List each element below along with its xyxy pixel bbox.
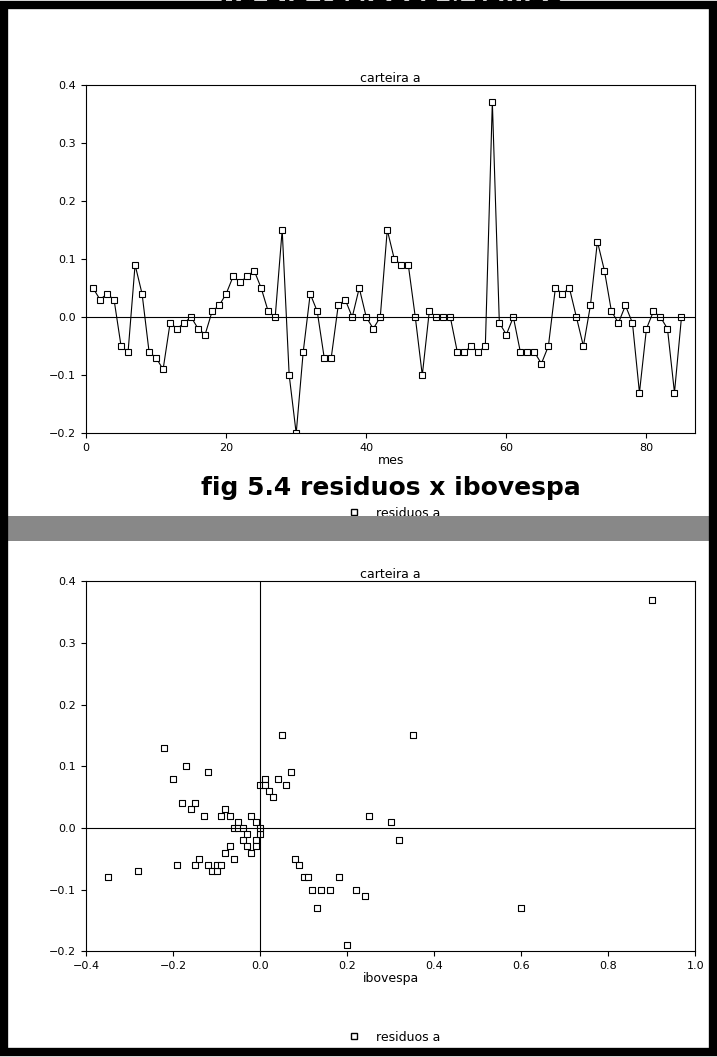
Point <box>294 856 305 873</box>
Point <box>237 819 249 836</box>
Point <box>194 850 205 867</box>
Point <box>202 764 214 781</box>
Title: carteira a: carteira a <box>361 72 421 85</box>
Point <box>219 845 231 861</box>
Point <box>263 782 275 799</box>
Point <box>359 888 371 905</box>
Point <box>250 832 262 849</box>
Point <box>407 727 418 744</box>
Point <box>211 856 222 873</box>
Point <box>232 814 244 831</box>
Point <box>158 740 170 757</box>
Point <box>189 795 201 812</box>
Point <box>224 838 235 855</box>
Text: fig 5.4 residuos x ibovespa: fig 5.4 residuos x ibovespa <box>201 476 581 500</box>
Point <box>224 808 235 824</box>
Point <box>185 801 196 818</box>
Point <box>246 808 257 824</box>
Point <box>298 869 310 886</box>
Point <box>198 808 209 824</box>
Point <box>341 937 353 953</box>
Point <box>364 808 375 824</box>
Point <box>311 900 323 916</box>
Point <box>394 832 405 849</box>
Point <box>255 819 266 836</box>
Point <box>181 758 192 775</box>
Point <box>215 856 227 873</box>
Point <box>272 771 283 787</box>
Point <box>276 727 288 744</box>
Point <box>102 869 113 886</box>
Point <box>289 850 300 867</box>
Point <box>385 814 397 831</box>
Point <box>303 869 314 886</box>
Point <box>133 863 144 879</box>
Point <box>176 795 188 812</box>
Text: fig 5.3 residuos x tempo: fig 5.3 residuos x tempo <box>219 0 563 7</box>
Point <box>350 882 361 898</box>
Point <box>250 814 262 831</box>
Point <box>255 826 266 842</box>
Point <box>206 863 218 879</box>
Point <box>255 776 266 793</box>
Point <box>228 850 239 867</box>
Title: carteira a: carteira a <box>361 569 421 581</box>
Point <box>237 832 249 849</box>
Point <box>172 856 184 873</box>
Point <box>228 819 239 836</box>
Point <box>215 808 227 824</box>
X-axis label: ibovespa: ibovespa <box>363 972 419 985</box>
Point <box>267 789 279 805</box>
Point <box>202 856 214 873</box>
Point <box>646 592 657 609</box>
X-axis label: mes: mes <box>378 455 404 467</box>
Point <box>232 819 244 836</box>
Point <box>242 826 253 842</box>
Point <box>333 869 344 886</box>
Point <box>167 771 179 787</box>
Point <box>280 776 292 793</box>
Point <box>285 764 296 781</box>
Point <box>259 771 270 787</box>
Point <box>516 900 527 916</box>
Point <box>242 838 253 855</box>
Point <box>189 856 201 873</box>
Point <box>250 838 262 855</box>
Point <box>259 776 270 793</box>
Point <box>315 882 327 898</box>
Legend: residuos a: residuos a <box>336 1025 445 1049</box>
Point <box>246 845 257 861</box>
Point <box>219 801 231 818</box>
Legend: residuos a: residuos a <box>336 502 445 524</box>
Point <box>307 882 318 898</box>
Point <box>211 863 222 879</box>
Point <box>324 882 336 898</box>
